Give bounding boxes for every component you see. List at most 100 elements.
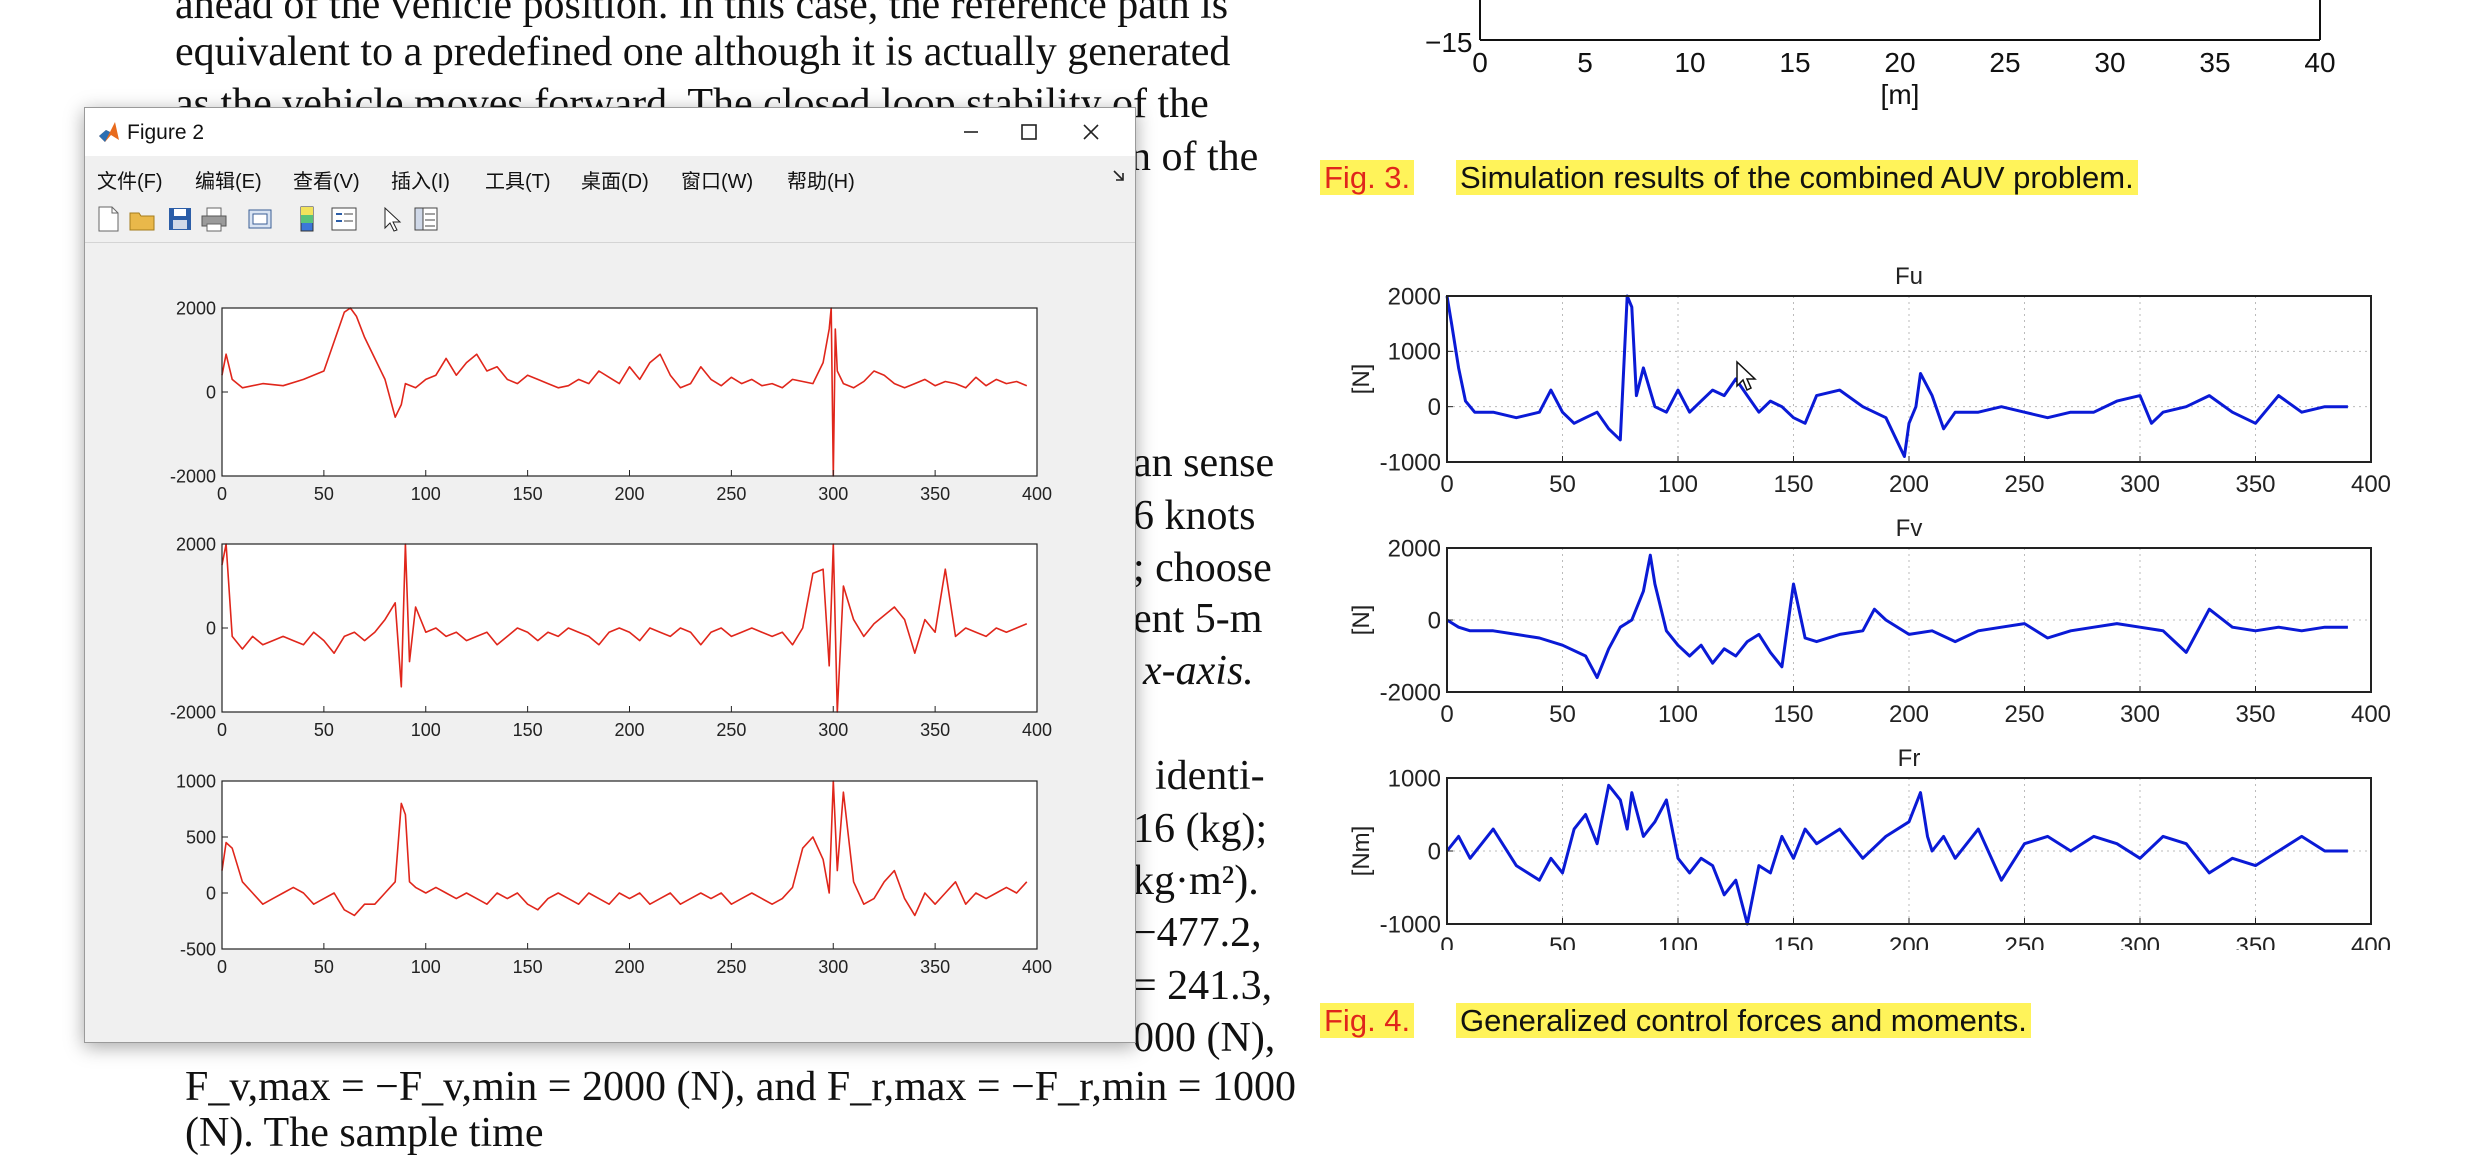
menu-tools[interactable]: 工具(T): [485, 171, 551, 193]
paper-fragment: identi-: [1155, 753, 1265, 799]
x-tick-label: 0: [217, 720, 227, 740]
y-tick-label: 2000: [176, 298, 216, 318]
colorbar-icon[interactable]: [293, 204, 323, 234]
y-tick-label: -2000: [170, 702, 216, 722]
paper-line-1: ahead of the vehicle position. In this c…: [175, 0, 1229, 28]
save-icon[interactable]: [165, 204, 195, 234]
x-tick-label: 100: [411, 957, 441, 977]
menu-help[interactable]: 帮助(H): [787, 171, 855, 193]
menu-desktop[interactable]: 桌面(D): [581, 171, 649, 193]
new-file-icon[interactable]: [93, 204, 123, 234]
fig3-xtick-label: 40: [2304, 47, 2335, 78]
paper-fragment: ; choose: [1133, 545, 1272, 591]
print-icon[interactable]: [199, 204, 229, 234]
plot-background: [222, 308, 1037, 476]
fig3-xtick-label: 10: [1674, 47, 1705, 78]
x-tick-label: 250: [2004, 933, 2044, 950]
x-tick-label: 0: [1440, 471, 1453, 498]
x-tick-label: 200: [1889, 471, 1929, 498]
x-tick-label: 50: [1549, 701, 1576, 728]
paper-fragment: ent 5-m: [1133, 596, 1263, 642]
select-pointer-icon[interactable]: [377, 204, 407, 234]
legend-icon[interactable]: [329, 204, 359, 234]
maximize-button[interactable]: [1001, 108, 1057, 156]
fig3-xtick-label: 15: [1779, 47, 1810, 78]
x-tick-label: 350: [2235, 933, 2275, 950]
menu-window[interactable]: 窗口(W): [681, 171, 754, 193]
fig3-axis: −15 0 5 10 15 20 25 30 35 40 [m]: [1425, 0, 2336, 110]
x-tick-label: 150: [513, 957, 543, 977]
paper-line-2: equivalent to a predefined one although …: [175, 29, 1231, 75]
y-tick-label: 0: [206, 618, 216, 638]
fig4-chart: 0 50 100 150 200 250 300 350 400-1000010002000Fu…: [1348, 263, 2391, 950]
fig3-caption-number: Fig. 3.: [1320, 160, 1415, 195]
x-tick-label: 150: [513, 720, 543, 740]
y-tick-label: -2000: [170, 466, 216, 486]
menu-view[interactable]: 查看(V): [293, 171, 360, 193]
paper-fragment: an sense: [1133, 440, 1275, 486]
open-folder-icon[interactable]: [127, 204, 157, 234]
fig3-xtick-label: 35: [2199, 47, 2230, 78]
x-tick-label: 250: [716, 720, 746, 740]
x-tick-label: 50: [314, 484, 334, 504]
x-tick-label: 0: [1440, 701, 1453, 728]
x-tick-label: 400: [2351, 701, 2391, 728]
y-tick-label: 2000: [1388, 535, 1441, 562]
x-tick-label: 100: [411, 720, 441, 740]
window-titlebar[interactable]: Figure 2: [85, 108, 1135, 156]
y-tick-label: -2000: [1380, 679, 1441, 706]
y-tick-label: 1000: [1388, 765, 1441, 792]
matlab-logo-icon: [99, 122, 119, 142]
property-inspector-icon[interactable]: [411, 204, 441, 234]
x-tick-label: 100: [411, 484, 441, 504]
y-axis-label: [N]: [1348, 605, 1375, 636]
x-tick-label: 0: [217, 957, 227, 977]
x-tick-label: 400: [1022, 957, 1052, 977]
x-tick-label: 350: [920, 957, 950, 977]
figure-toolbar: [85, 196, 1135, 243]
x-tick-label: 350: [2235, 701, 2275, 728]
fig3-xtick-label: 0: [1472, 47, 1488, 78]
fig3-xtick-label: 5: [1577, 47, 1593, 78]
x-tick-label: 300: [818, 957, 848, 977]
x-tick-label: 400: [2351, 471, 2391, 498]
export-icon[interactable]: [245, 204, 275, 234]
menu-edit[interactable]: 编辑(E): [195, 171, 262, 193]
close-icon: [1083, 124, 1099, 140]
x-tick-label: 250: [716, 957, 746, 977]
paper-line-4: n of the: [1130, 134, 1259, 180]
fig4-caption-number: Fig. 4.: [1320, 1003, 1415, 1038]
y-tick-label: 0: [1428, 607, 1441, 634]
x-tick-label: 350: [2235, 471, 2275, 498]
x-tick-label: 400: [1022, 484, 1052, 504]
fig3-caption-text: Simulation results of the combined AUV p…: [1456, 160, 2138, 195]
y-tick-label: 1000: [176, 771, 216, 791]
minimize-icon: [964, 131, 978, 133]
menu-insert[interactable]: 插入(I): [391, 171, 450, 193]
x-tick-label: 50: [314, 720, 334, 740]
x-tick-label: 0: [1440, 933, 1453, 950]
x-tick-label: 200: [614, 957, 644, 977]
y-axis-label: [N]: [1348, 364, 1375, 395]
fig3-ytick: −15: [1425, 27, 1473, 58]
x-tick-label: 200: [614, 484, 644, 504]
minimize-button[interactable]: [943, 108, 999, 156]
plot-background: [222, 544, 1037, 712]
panel-title: Fr: [1898, 745, 1921, 772]
menu-file[interactable]: 文件(F): [97, 171, 163, 193]
figure-window[interactable]: Figure 2 文件(F) 编辑(E) 查看(V) 插入(I) 工具(T) 桌…: [84, 107, 1136, 1043]
y-tick-label: -1000: [1380, 449, 1441, 476]
x-tick-label: 300: [2120, 933, 2160, 950]
y-tick-label: 2000: [1388, 283, 1441, 310]
paper-fragment: 000 (N),: [1133, 1015, 1276, 1061]
matlab-1-series-line: [221, 307, 1028, 477]
figure-canvas[interactable]: 0 50 100 150 200 250 300 350 400 -2000 0 2000 0 50 100…: [85, 248, 1135, 1042]
screenshot-root: ahead of the vehicle position. In this c…: [84, 0, 2391, 1154]
x-tick-label: 250: [716, 484, 746, 504]
close-button[interactable]: [1063, 108, 1119, 156]
matlab-2-series-line: [221, 543, 1028, 713]
paper-fragment: 6 knots: [1133, 493, 1256, 539]
dock-arrow-icon[interactable]: [1111, 168, 1127, 184]
fig3-xtick-label: 30: [2094, 47, 2125, 78]
x-tick-label: 50: [1549, 933, 1576, 950]
